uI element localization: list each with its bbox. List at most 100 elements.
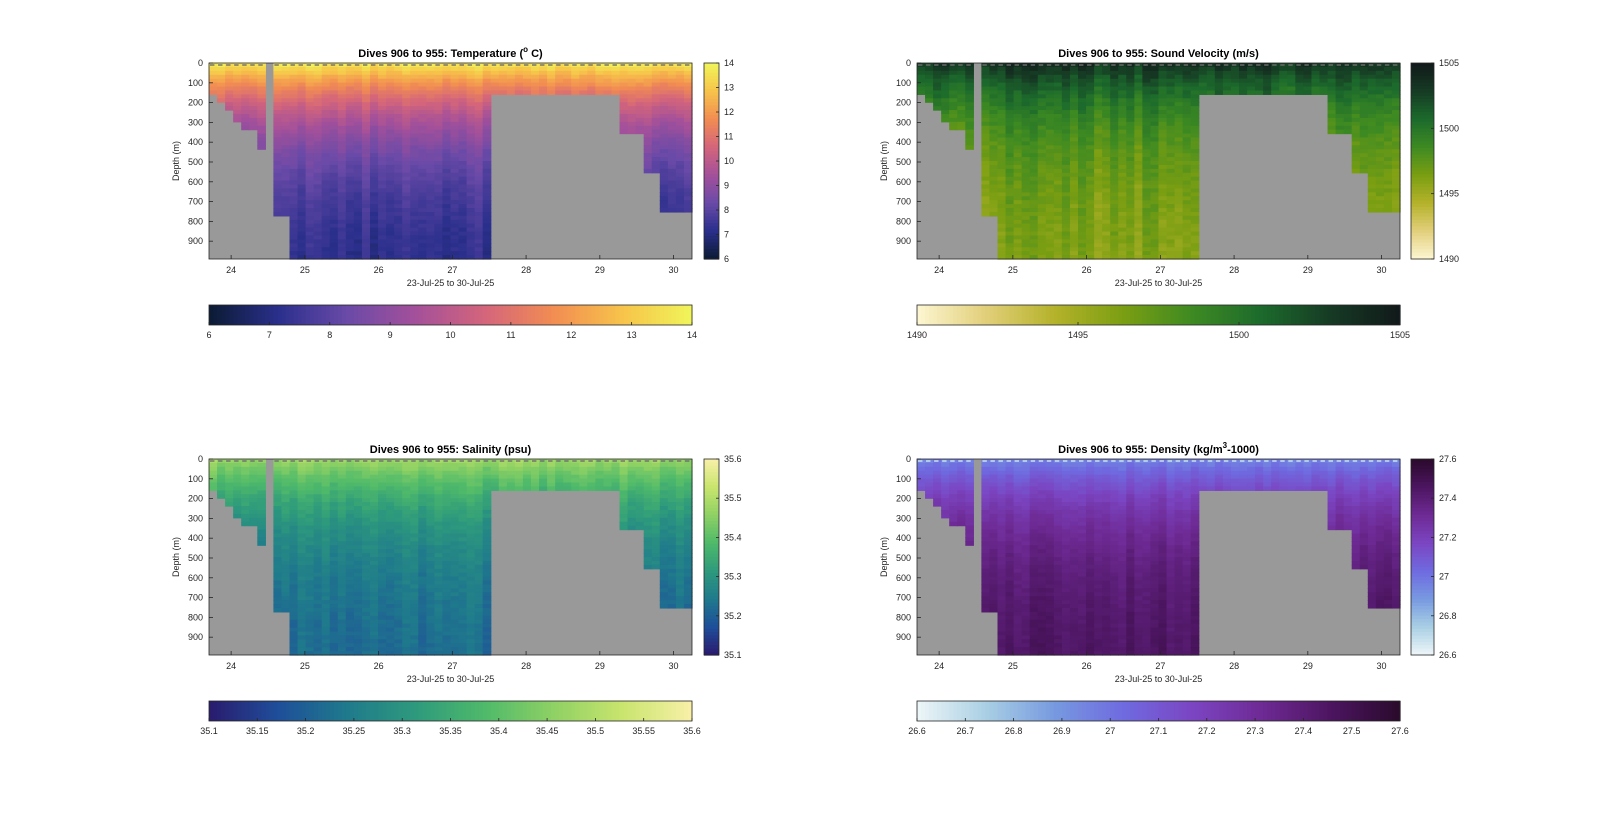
heatmap-cell [1174, 129, 1184, 135]
heatmap-cell [281, 600, 291, 605]
heatmap-cell [313, 584, 323, 589]
heatmap-cell [217, 482, 226, 488]
heatmap-cell [249, 121, 258, 127]
heatmap-cell [997, 161, 1007, 166]
colorbar-segment [704, 134, 719, 139]
heatmap-cell [337, 604, 347, 609]
heatmap-cell [313, 129, 323, 135]
heatmap-cell [1375, 113, 1385, 119]
heatmap-cell [675, 121, 685, 127]
heatmap-cell [498, 90, 508, 95]
heatmap-cell [1150, 78, 1160, 84]
heatmap-cell [305, 619, 315, 625]
heatmap-cell [1053, 110, 1063, 115]
heatmap-cell [305, 596, 315, 601]
heatmap-cell [1166, 113, 1176, 119]
heatmap-cell [361, 651, 371, 656]
heatmap-cell [1005, 164, 1015, 170]
heatmap-cell [394, 157, 403, 162]
heatmap-cell [1351, 117, 1361, 123]
heatmap-cell [329, 588, 339, 593]
heatmap-cell [329, 157, 339, 162]
colorbar-segment [1251, 305, 1256, 325]
heatmap-cell [281, 545, 291, 550]
colorbar-segment [704, 63, 719, 67]
colorbar-frame [1410, 62, 1435, 260]
heatmap-cell [313, 215, 323, 221]
heatmap-cell [305, 557, 315, 562]
heatmap-cell [965, 133, 974, 139]
heatmap-cell [1029, 98, 1039, 103]
surface-mark [1280, 64, 1285, 66]
heatmap-cell [1094, 164, 1103, 170]
heatmap-cell [1182, 180, 1192, 186]
heatmap-cell [1061, 164, 1071, 170]
heatmap-cell [659, 153, 669, 158]
heatmap-cell [1142, 204, 1152, 209]
heatmap-cell [402, 251, 411, 256]
heatmap-cell [1367, 94, 1377, 99]
surface-mark [1336, 64, 1342, 66]
surface-mark [1175, 64, 1181, 66]
heatmap-cell [651, 70, 661, 76]
heatmap-cell [233, 482, 242, 488]
heatmap-cell [442, 188, 452, 193]
heatmap-cell [1126, 94, 1135, 99]
colorbar-segment [233, 305, 238, 325]
surface-mark [282, 64, 287, 66]
heatmap-cell [370, 486, 379, 491]
heatmap-cell [305, 172, 315, 178]
heatmap-cell [313, 529, 323, 535]
surface-mark [1191, 64, 1197, 66]
heatmap-cell [1053, 117, 1063, 123]
colorbar-segment [1078, 305, 1083, 325]
heatmap-cell [313, 98, 323, 103]
heatmap-cell [1029, 161, 1039, 166]
heatmap-cell [1069, 82, 1079, 88]
heatmap-cell [531, 86, 540, 92]
colorbar-segment [1375, 305, 1381, 325]
heatmap-cell [1190, 223, 1200, 229]
heatmap-cell [305, 462, 315, 468]
heatmap-cell [603, 86, 613, 92]
heatmap-cell [1391, 176, 1401, 182]
colorbar-segment [434, 305, 440, 325]
heatmap-cell [1110, 239, 1119, 244]
heatmap-cell [1013, 239, 1023, 244]
heatmap-cell [1327, 106, 1337, 111]
heatmap-cell [450, 121, 460, 127]
heatmap-cell [426, 215, 435, 221]
heatmap-cell [1327, 94, 1337, 99]
heatmap-cell [965, 145, 974, 150]
heatmap-cell [305, 509, 315, 515]
heatmap-cell [394, 117, 403, 123]
surface-mark [660, 64, 666, 66]
colorbar-segment [514, 305, 520, 325]
heatmap-cell [313, 78, 323, 84]
heatmap-cell [321, 164, 331, 170]
heatmap-cell [1029, 168, 1039, 174]
heatmap-cell [313, 235, 323, 240]
heatmap-cell [1150, 172, 1160, 178]
colorbar-segment [704, 154, 719, 159]
heatmap-cell [257, 133, 266, 139]
heatmap-cell [1359, 164, 1369, 170]
heatmap-cell [466, 113, 476, 119]
heatmap-cell [1158, 251, 1168, 256]
heatmap-cell [1150, 129, 1160, 135]
heatmap-cell [1053, 208, 1063, 213]
heatmap-cell [345, 86, 355, 92]
heatmap-cell [603, 90, 613, 95]
heatmap-cell [1367, 113, 1377, 119]
heatmap-cell [233, 478, 242, 484]
heatmap-cell [1053, 157, 1063, 162]
heatmap-cell [313, 90, 323, 95]
surface-mark [998, 64, 1003, 66]
heatmap-cell [1134, 106, 1143, 111]
heatmap-cell [434, 180, 444, 186]
heatmap-cell [313, 533, 323, 538]
heatmap-cell [217, 466, 226, 472]
heatmap-cell [329, 164, 339, 170]
heatmap-cell [321, 94, 331, 99]
heatmap-cell [917, 82, 926, 88]
